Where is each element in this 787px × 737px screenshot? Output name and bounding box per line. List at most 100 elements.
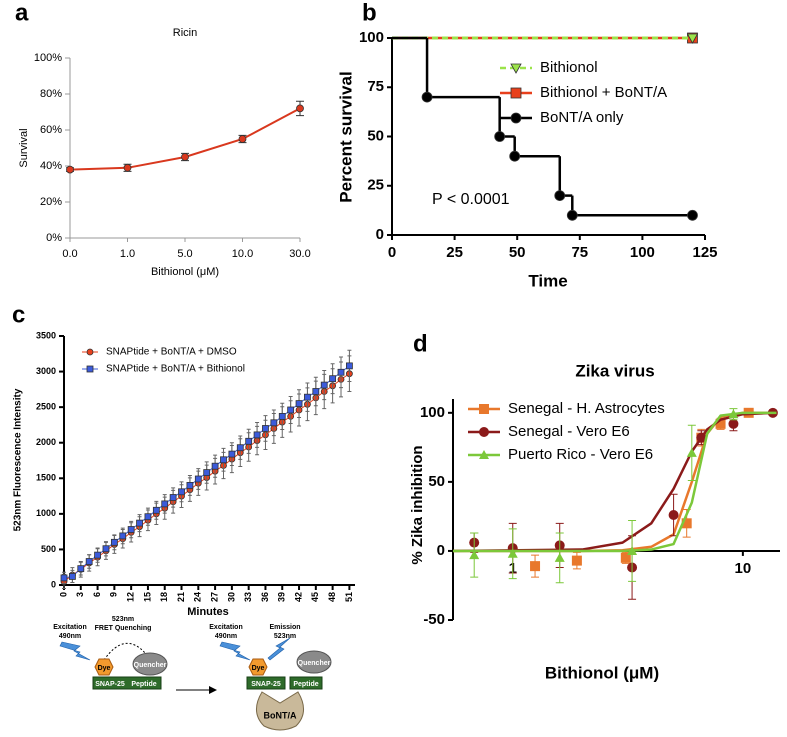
label: Dye (98, 665, 111, 672)
y-tick-label: 100 (420, 404, 445, 421)
marker (295, 400, 303, 407)
marker (119, 532, 127, 540)
marker (278, 412, 286, 420)
x-tick-label: 0 (58, 592, 68, 597)
chart-title: Ricin (173, 27, 197, 39)
y-tick-label: 500 (41, 544, 56, 554)
marker (554, 190, 566, 202)
y-tick-label: 2500 (36, 402, 56, 412)
y-tick-label: 40% (40, 160, 62, 172)
marker (728, 418, 739, 429)
legend-label: Puerto Rico - Vero E6 (508, 446, 653, 463)
marker (94, 551, 101, 559)
marker (86, 348, 94, 356)
x-tick-label: 1.0 (120, 248, 135, 260)
marker (110, 538, 118, 546)
y-tick-label: 3500 (36, 330, 56, 340)
marker (686, 33, 699, 44)
label: Excitation (53, 624, 86, 631)
x-tick-label: 10.0 (232, 248, 253, 260)
label: 490nm (215, 633, 237, 640)
marker (236, 444, 244, 452)
y-tick-label: 2000 (36, 437, 56, 447)
peptide-bar (289, 676, 323, 690)
x-tick-label: 9 (109, 592, 119, 597)
x-tick-label: 30.0 (289, 248, 310, 260)
y-tick-label: 0 (376, 226, 384, 243)
x-tick-label: 3 (75, 592, 85, 597)
lightning (219, 641, 251, 661)
label: Peptide (131, 681, 156, 688)
marker (169, 494, 177, 501)
marker (421, 91, 433, 103)
y-tick-label: 20% (40, 196, 62, 208)
marker (571, 555, 582, 566)
y-tick-label: 3000 (36, 366, 56, 376)
marker (270, 419, 278, 427)
marker (510, 63, 522, 74)
marker (566, 209, 578, 221)
label: 523nm (112, 616, 134, 623)
y-axis-label: % Zika inhibition (409, 445, 426, 564)
protease (256, 691, 304, 731)
label: FRET Quenching (95, 625, 152, 632)
marker (337, 368, 345, 376)
y-tick-label: 50 (367, 127, 384, 144)
panel-label: a (15, 0, 29, 26)
dye (94, 658, 114, 676)
x-tick-label: 12 (126, 592, 136, 602)
marker (715, 418, 726, 429)
marker (509, 150, 521, 162)
marker (238, 135, 247, 143)
dye (248, 658, 268, 676)
marker (85, 558, 93, 565)
marker (86, 365, 94, 373)
marker (194, 475, 202, 483)
label: SNAP-25 (95, 681, 125, 688)
marker (144, 513, 152, 521)
y-tick-label: 100% (34, 52, 62, 64)
marker (668, 510, 679, 521)
label: Excitation (209, 624, 242, 631)
marker (479, 450, 489, 459)
marker (211, 462, 219, 470)
marker (312, 388, 320, 395)
fret-diagram: Excitation 490nm 523nm FRET Quenching SN… (53, 616, 332, 731)
panel-label: d (413, 330, 428, 357)
x-tick-label: 27 (209, 592, 219, 602)
marker (507, 548, 518, 558)
marker (320, 381, 328, 389)
label: Peptide (293, 681, 318, 688)
label: BoNT/A (264, 710, 297, 720)
x-tick-label: 51 (344, 592, 354, 602)
x-tick-label: 6 (92, 592, 102, 597)
marker (469, 550, 480, 560)
marker (346, 362, 353, 370)
marker (136, 519, 143, 527)
marker (60, 574, 68, 582)
legend-label: BoNT/A only (540, 109, 624, 126)
y-tick-label: 0 (437, 542, 445, 559)
x-tick-label: 30 (226, 592, 236, 602)
x-axis-label: Minutes (187, 606, 229, 618)
marker (696, 432, 707, 443)
y-tick-label: 1000 (36, 508, 56, 518)
marker (530, 561, 541, 572)
lightning (59, 641, 91, 661)
y-tick-label: 1500 (36, 473, 56, 483)
y-tick-label: 75 (367, 78, 384, 95)
x-tick-label: 21 (176, 592, 186, 602)
quencher (132, 652, 168, 676)
legend-label: Bithionol + BoNT/A (540, 84, 667, 101)
marker (161, 500, 169, 508)
marker (68, 573, 76, 580)
marker (510, 87, 522, 99)
x-tick-label: 15 (142, 592, 152, 602)
marker (181, 153, 189, 161)
lightning (267, 637, 291, 661)
marker (245, 437, 253, 445)
marker (287, 406, 295, 414)
marker (203, 469, 211, 476)
x-tick-label: 0 (388, 244, 396, 261)
